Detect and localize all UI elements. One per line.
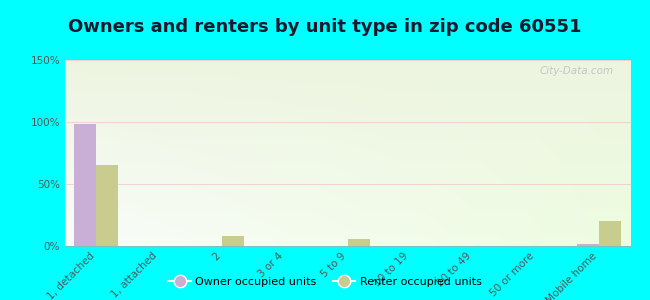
Bar: [599, 221, 621, 246]
Legend: Owner occupied units, Renter occupied units: Owner occupied units, Renter occupied un…: [164, 273, 486, 291]
Text: Owners and renters by unit type in zip code 60551: Owners and renters by unit type in zip c…: [68, 18, 582, 36]
Bar: [577, 244, 599, 246]
Bar: [74, 124, 96, 246]
Bar: [348, 238, 370, 246]
Text: City-Data.com: City-Data.com: [540, 66, 614, 76]
Bar: [222, 236, 244, 246]
Bar: [96, 165, 118, 246]
